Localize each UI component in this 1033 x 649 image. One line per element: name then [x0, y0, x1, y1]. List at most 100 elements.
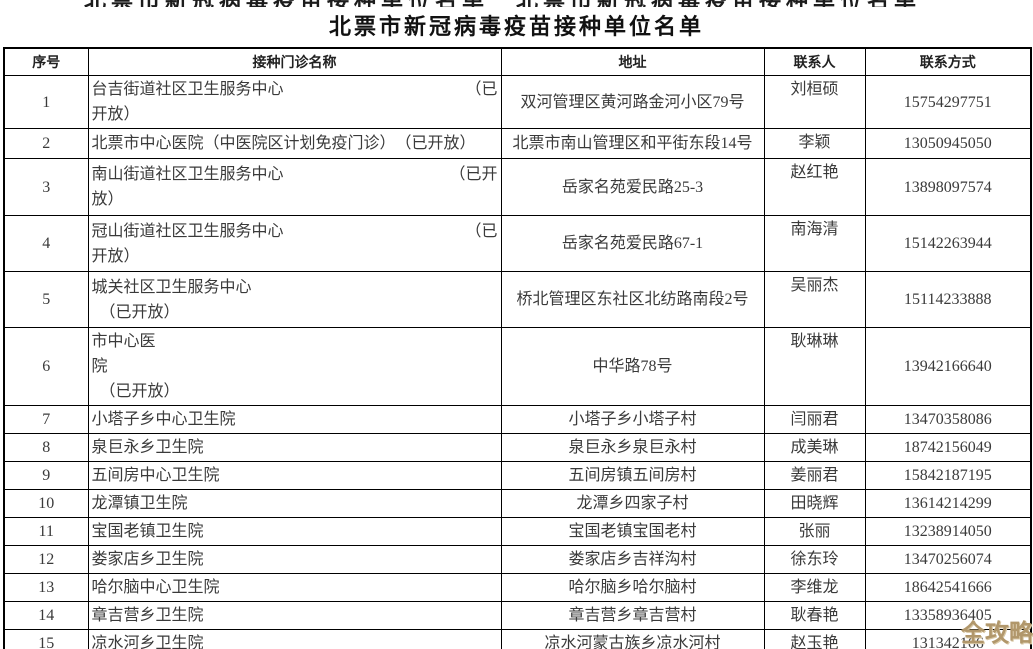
- page-title: 北票市新冠病毒疫苗接种单位名单: [328, 14, 704, 39]
- clinic-name-cell: 凉水河乡卫生院: [87, 629, 502, 649]
- column-header: 地址: [500, 47, 765, 76]
- row-number: 7: [3, 405, 89, 434]
- row-number: 12: [3, 545, 89, 574]
- column-header: 接种门诊名称: [87, 47, 502, 76]
- clinic-name-line: 南山街道社区卫生服务中心 （已开: [92, 162, 498, 187]
- phone-cell: 13942166640: [864, 327, 1032, 406]
- phone-cell: 13898097574: [864, 158, 1032, 216]
- phone-cell: 13358936405: [864, 601, 1032, 630]
- row-number: 5: [3, 271, 89, 328]
- table-row: 10 龙潭镇卫生院 龙潭乡四家子村 田晓辉 13614214299: [3, 489, 1032, 518]
- clinic-name-line: 放）: [91, 191, 124, 208]
- table-header: 序号 接种门诊名称 地址 联系人 联系方式: [3, 47, 1032, 76]
- phone-cell: 15114233888: [864, 271, 1032, 328]
- contact-cell: 吴丽杰: [763, 271, 866, 328]
- clinic-name-line: 北票市中心医院（中医院区计划免疫门诊） （已开放）: [91, 135, 476, 152]
- clinic-name-line: 城关社区卫生服务中心: [91, 278, 252, 296]
- phone-cell: 13238914050: [864, 517, 1032, 546]
- clinic-status-text: （已开: [449, 166, 498, 183]
- vaccination-units-table: 序号 接种门诊名称 地址 联系人 联系方式 1 台吉街道社区卫生服务中心 （已 开放） 双河管理…: [3, 47, 1032, 649]
- column-header: 序号: [3, 47, 89, 76]
- clinic-name-cell: 泉巨永乡卫生院: [87, 433, 502, 462]
- address-cell: 泉巨永乡泉巨永村: [500, 433, 765, 462]
- clinic-name-cell: 五间房中心卫生院: [87, 461, 502, 490]
- phone-cell: 15842187195: [864, 461, 1032, 490]
- table-row: 3 南山街道社区卫生服务中心 （已开放） 岳家名苑爱民路25-3 赵红艳 13898097…: [3, 158, 1032, 216]
- table-row: 15 凉水河乡卫生院 凉水河蒙古族乡凉水河村 赵玉艳 131342166: [3, 629, 1032, 649]
- contact-cell: 南海清: [763, 215, 866, 272]
- row-number: 10: [3, 489, 89, 518]
- phone-cell: 13470256074: [864, 545, 1032, 574]
- contact-cell: 赵玉艳: [763, 629, 866, 649]
- contact-cell: 姜丽君: [763, 461, 866, 490]
- table-row: 12 娄家店乡卫生院 娄家店乡吉祥沟村 徐东玲 13470256074: [3, 545, 1032, 574]
- clinic-name-cell: 章吉营乡卫生院: [87, 601, 502, 630]
- clinic-name-cell: 龙潭镇卫生院: [87, 489, 502, 518]
- clinic-name-line: 台吉街道社区卫生服务中心 （已: [92, 77, 498, 102]
- clinic-name-cell: 小塔子乡中心卫生院: [87, 405, 502, 434]
- column-header: 联系方式: [864, 47, 1032, 76]
- phone-cell: 13050945050: [864, 128, 1032, 159]
- table-row: 4 冠山街道社区卫生服务中心 （已 开放） 岳家名苑爱民路67-1 南海清 15142263…: [3, 215, 1032, 272]
- contact-cell: 田晓辉: [763, 489, 866, 518]
- address-cell: 中华路78号: [500, 327, 765, 406]
- clinic-name-text: 冠山街道社区卫生服务中心: [91, 222, 284, 240]
- row-number: 11: [3, 517, 89, 546]
- clinic-name-line: 开放）: [91, 247, 140, 265]
- clinic-name-line: 五间房中心卫生院: [91, 467, 220, 484]
- table-row: 2 北票市中心医院（中医院区计划免疫门诊） （已开放） 北票市南山管理区和平街东段1…: [3, 128, 1032, 159]
- row-number: 8: [3, 433, 89, 462]
- clinic-name-text: 台吉街道社区卫生服务中心: [91, 81, 284, 98]
- row-number: 6: [3, 327, 89, 406]
- clinic-name-line: 娄家店乡卫生院: [91, 551, 204, 568]
- row-number: 14: [3, 601, 89, 630]
- clinic-name-cell: 冠山街道社区卫生服务中心 （已开放）: [87, 215, 502, 272]
- table-row: 11 宝国老镇卫生院 宝国老镇宝国老村 张丽 13238914050: [3, 517, 1032, 546]
- contact-cell: 徐东玲: [763, 545, 866, 574]
- clinic-name-line: 龙潭镇卫生院: [91, 495, 188, 512]
- clinic-name-line: 冠山街道社区卫生服务中心 （已: [92, 219, 498, 244]
- phone-cell: 13614214299: [864, 489, 1032, 518]
- address-cell: 章吉营乡章吉营村: [500, 601, 765, 630]
- contact-cell: 耿琳琳: [763, 327, 866, 406]
- phone-cell: 18642541666: [864, 573, 1032, 602]
- table-row: 1 台吉街道社区卫生服务中心 （已 开放） 双河管理区黄河路金河小区79号 刘桓硕 1575…: [3, 75, 1032, 129]
- clinic-name-line: 小塔子乡中心卫生院: [91, 411, 236, 428]
- contact-cell: 耿春艳: [763, 601, 866, 630]
- contact-cell: 赵红艳: [763, 158, 866, 216]
- row-number: 13: [3, 573, 89, 602]
- row-number: 3: [3, 158, 89, 216]
- clinic-name-cell: 市中心医院 （已开放）: [87, 327, 502, 406]
- clinic-name-cell: 娄家店乡卫生院: [87, 545, 502, 574]
- contact-cell: 成美琳: [763, 433, 866, 462]
- table-header-row: 序号 接种门诊名称 地址 联系人 联系方式: [3, 47, 1032, 76]
- address-cell: 岳家名苑爱民路25-3: [500, 158, 765, 216]
- row-number: 2: [3, 128, 89, 159]
- table-row: 14 章吉营乡卫生院 章吉营乡章吉营村 耿春艳 13358936405: [3, 601, 1032, 630]
- address-cell: 凉水河蒙古族乡凉水河村: [500, 629, 765, 649]
- row-number: 1: [3, 75, 89, 129]
- address-cell: 小塔子乡小塔子村: [500, 405, 765, 434]
- clinic-name-text: 南山街道社区卫生服务中心: [91, 166, 284, 183]
- row-number: 4: [3, 215, 89, 272]
- contact-cell: 闫丽君: [763, 405, 866, 434]
- clinic-name-cell: 北票市中心医院（中医院区计划免疫门诊） （已开放）: [87, 128, 502, 159]
- clinic-status-text: （已: [465, 222, 498, 240]
- watermark: 全攻略: [961, 620, 1033, 647]
- table-row: 5 城关社区卫生服务中心 （已开放） 桥北管理区东社区北纺路南段2号 吴丽杰 15114…: [3, 271, 1032, 328]
- contact-cell: 李颖: [763, 128, 866, 159]
- clinic-name-line: 院: [91, 358, 108, 375]
- clinic-name-cell: 南山街道社区卫生服务中心 （已开放）: [87, 158, 502, 216]
- table-row: 6 市中心医院 （已开放） 中华路78号 耿琳琳 13942166640: [3, 327, 1032, 406]
- clinic-name-line: 凉水河乡卫生院: [91, 635, 204, 649]
- phone-cell: 15142263944: [864, 215, 1032, 272]
- table-row: 13 哈尔脑中心卫生院 哈尔脑乡哈尔脑村 李维龙 18642541666: [3, 573, 1032, 602]
- address-cell: 娄家店乡吉祥沟村: [500, 545, 765, 574]
- clinic-name-line: 哈尔脑中心卫生院: [91, 579, 220, 596]
- clinic-name-cell: 宝国老镇卫生院: [87, 517, 502, 546]
- phone-cell: 15754297751: [864, 75, 1032, 129]
- clinic-name-cell: 台吉街道社区卫生服务中心 （已 开放）: [87, 75, 502, 129]
- address-cell: 桥北管理区东社区北纺路南段2号: [500, 271, 765, 328]
- phone-cell: 13470358086: [864, 405, 1032, 434]
